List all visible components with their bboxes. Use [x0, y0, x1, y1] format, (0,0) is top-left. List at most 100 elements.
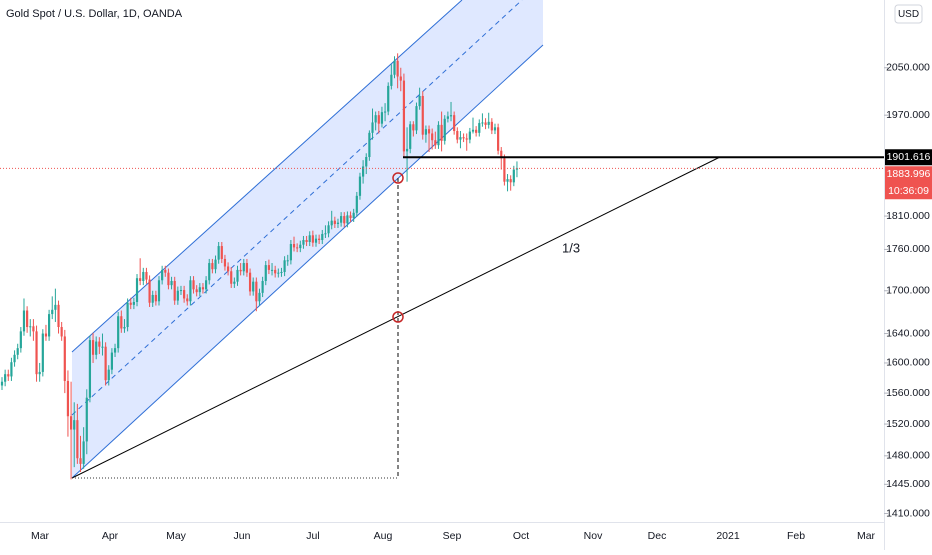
y-tick-label: 1810.000	[886, 210, 930, 222]
candle-body	[164, 269, 167, 273]
candle-body	[497, 127, 500, 151]
x-tick-label: Oct	[513, 530, 529, 542]
candle-body	[245, 263, 249, 273]
candle-body	[129, 302, 132, 305]
candle-body	[456, 130, 459, 140]
candle-body	[48, 314, 51, 337]
candle-body	[462, 137, 465, 139]
candle-body	[19, 331, 22, 349]
candle-body	[283, 260, 286, 272]
channel-lower	[71, 44, 544, 479]
candle-body	[157, 280, 161, 302]
candle-body	[135, 278, 139, 303]
candle-body	[183, 290, 186, 299]
candle-body	[26, 310, 29, 328]
candle-body	[54, 304, 57, 310]
candle-body	[481, 122, 484, 124]
candle-body	[198, 287, 201, 293]
x-tick-label: Feb	[787, 530, 805, 542]
candle-body	[431, 133, 434, 141]
candle-body	[277, 272, 280, 274]
candle-body	[176, 290, 179, 301]
candle-body	[255, 281, 258, 302]
trend-line	[71, 156, 721, 479]
candle-body	[73, 420, 76, 430]
candle-body	[151, 294, 154, 303]
candles	[0, 53, 519, 480]
y-tick-label: 2050.000	[886, 62, 930, 74]
currency-button[interactable]	[894, 4, 923, 24]
candle-body	[22, 310, 26, 332]
candle-body	[236, 269, 239, 282]
candle-body	[145, 271, 148, 280]
candle-body	[148, 279, 151, 303]
y-tick-label: 1560.000	[886, 387, 930, 399]
candle-body	[230, 271, 233, 284]
x-tick-label: Aug	[374, 530, 393, 542]
countdown-label: 10:36:09	[888, 185, 929, 197]
candle-body	[321, 233, 324, 240]
candle-body	[117, 316, 120, 349]
candle-body	[503, 158, 506, 182]
candle-body	[515, 168, 519, 170]
candle-body	[365, 157, 368, 167]
candle-body	[453, 115, 456, 131]
candle-body	[330, 220, 333, 226]
candle-body	[13, 354, 16, 363]
candle-body	[355, 195, 358, 213]
candle-body	[261, 280, 264, 293]
candle-body	[377, 115, 380, 124]
candle-body	[296, 247, 299, 249]
candle-body	[387, 85, 390, 112]
candle-body	[274, 269, 277, 274]
x-tick-label: May	[166, 530, 187, 542]
candle-body	[201, 287, 205, 290]
x-tick-label: Dec	[648, 530, 667, 542]
candle-body	[113, 348, 117, 353]
candle-body	[132, 302, 135, 305]
candle-body	[299, 244, 302, 249]
candle-body	[76, 420, 79, 459]
candle-body	[500, 150, 503, 159]
candle-body	[402, 80, 406, 152]
candle-body	[512, 169, 515, 183]
candle-body	[493, 127, 497, 131]
candle-body	[352, 212, 355, 219]
candle-body	[333, 220, 336, 224]
candle-body	[38, 371, 41, 375]
candle-body	[170, 280, 173, 286]
candle-body	[340, 216, 343, 223]
candle-body	[242, 263, 245, 272]
candle-body	[142, 271, 145, 281]
candle-body	[252, 281, 255, 292]
x-tick-label: 2021	[716, 530, 740, 542]
candle-body	[324, 233, 327, 235]
candle-body	[490, 121, 493, 131]
candle-body	[173, 280, 176, 301]
candle-body	[217, 246, 220, 260]
candle-body	[286, 260, 289, 262]
y-tick-label: 1700.000	[886, 285, 930, 297]
candle-body	[475, 129, 478, 133]
x-tick-label: Sep	[443, 530, 462, 542]
candle-body	[440, 124, 443, 141]
candle-body	[343, 216, 346, 224]
candle-body	[7, 374, 10, 377]
candle-body	[443, 118, 446, 141]
last-price-box	[885, 166, 932, 200]
candle-body	[374, 115, 377, 123]
candle-body	[314, 238, 318, 243]
x-tick-label: Jun	[234, 530, 251, 542]
candle-body	[32, 326, 35, 332]
candle-body	[123, 327, 126, 329]
candle-body	[69, 416, 73, 430]
candle-body	[126, 302, 129, 328]
candle-body	[4, 374, 7, 382]
candle-body	[154, 294, 157, 302]
candle-body	[223, 258, 227, 267]
candle-body	[346, 215, 349, 224]
candle-body	[214, 259, 217, 270]
candle-body	[264, 265, 267, 281]
